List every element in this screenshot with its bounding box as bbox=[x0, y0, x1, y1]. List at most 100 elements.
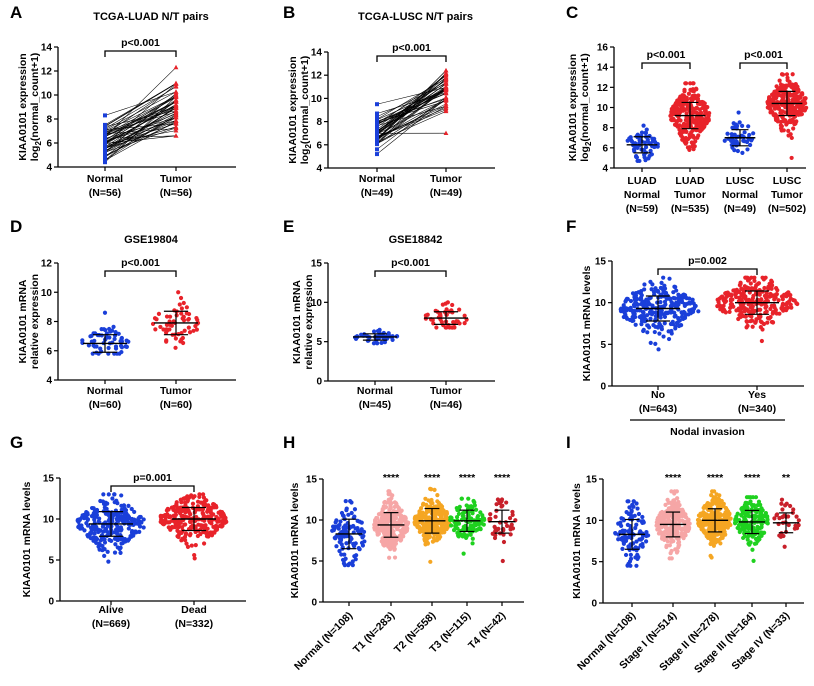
data-point bbox=[724, 515, 729, 520]
pair-line bbox=[104, 120, 177, 151]
data-point bbox=[386, 332, 391, 337]
data-point bbox=[349, 510, 354, 516]
pair-line bbox=[104, 83, 177, 127]
data-point bbox=[708, 553, 713, 558]
data-point bbox=[430, 317, 435, 323]
data-point bbox=[686, 528, 691, 533]
data-point bbox=[710, 540, 715, 546]
data-point bbox=[441, 511, 446, 516]
data-point bbox=[375, 532, 380, 537]
pair-line bbox=[376, 83, 447, 135]
data-point bbox=[632, 304, 637, 309]
data-point bbox=[669, 489, 674, 494]
data-point bbox=[170, 525, 175, 530]
data-point bbox=[446, 322, 451, 328]
data-point bbox=[762, 285, 767, 291]
data-point bbox=[661, 530, 666, 536]
data-point bbox=[98, 346, 103, 351]
group-points bbox=[695, 489, 733, 560]
data-point bbox=[685, 102, 690, 108]
data-point bbox=[457, 504, 462, 509]
data-point bbox=[649, 312, 655, 317]
x-category-label: (N=59) bbox=[626, 203, 658, 215]
panel-letter: D bbox=[10, 217, 22, 236]
data-point bbox=[674, 302, 679, 307]
data-point bbox=[200, 492, 206, 497]
data-point bbox=[468, 523, 473, 528]
normal-point bbox=[103, 158, 107, 163]
data-point bbox=[119, 541, 124, 546]
pair-line bbox=[376, 111, 447, 143]
data-point bbox=[680, 93, 685, 98]
data-point bbox=[91, 506, 96, 511]
data-point bbox=[759, 302, 764, 307]
data-point bbox=[630, 318, 635, 323]
data-point bbox=[375, 516, 380, 521]
data-point bbox=[186, 325, 191, 330]
data-point bbox=[86, 343, 91, 348]
x-axis-label: Nodal invasion bbox=[670, 426, 745, 438]
data-point bbox=[175, 528, 180, 533]
data-point bbox=[789, 83, 794, 88]
data-point bbox=[643, 145, 649, 150]
data-point bbox=[768, 292, 773, 297]
data-point bbox=[215, 518, 220, 523]
data-point bbox=[631, 499, 636, 504]
data-point bbox=[393, 520, 398, 525]
tumor-point bbox=[173, 105, 179, 111]
x-category-label: (N=60) bbox=[89, 399, 121, 411]
data-point bbox=[618, 307, 623, 312]
data-point bbox=[132, 529, 137, 534]
data-point bbox=[794, 514, 799, 519]
data-point bbox=[634, 296, 640, 301]
y-tick-label: 0 bbox=[311, 598, 317, 609]
data-point bbox=[431, 535, 436, 540]
data-point bbox=[727, 521, 732, 526]
data-point bbox=[379, 340, 384, 345]
data-point bbox=[417, 525, 422, 531]
normal-point bbox=[103, 153, 107, 158]
data-point bbox=[414, 515, 420, 520]
data-point bbox=[719, 295, 724, 300]
data-point bbox=[778, 126, 784, 131]
normal-point bbox=[103, 124, 107, 129]
data-point bbox=[668, 303, 673, 309]
data-point bbox=[492, 524, 497, 529]
data-point bbox=[183, 509, 188, 514]
data-point bbox=[348, 499, 353, 504]
data-point bbox=[715, 509, 720, 514]
data-point bbox=[695, 135, 700, 140]
data-point bbox=[759, 506, 764, 511]
data-point bbox=[385, 527, 390, 533]
panel-letter: C bbox=[566, 3, 578, 22]
data-point bbox=[767, 316, 772, 321]
data-point bbox=[380, 515, 385, 520]
data-point bbox=[657, 331, 662, 336]
pair-line bbox=[104, 105, 177, 133]
data-point bbox=[789, 155, 794, 161]
data-point bbox=[687, 525, 692, 530]
pair-line bbox=[104, 115, 177, 160]
data-point bbox=[756, 499, 762, 504]
data-point bbox=[336, 526, 341, 531]
data-point bbox=[676, 499, 681, 505]
data-point bbox=[680, 96, 685, 101]
pair-line bbox=[376, 87, 447, 143]
data-point bbox=[652, 136, 657, 141]
data-point bbox=[423, 496, 428, 501]
data-point bbox=[639, 293, 644, 298]
data-point bbox=[621, 303, 626, 308]
tumor-point bbox=[443, 81, 449, 86]
data-point bbox=[785, 305, 790, 310]
group-points bbox=[733, 495, 770, 563]
data-point bbox=[659, 525, 664, 530]
data-point bbox=[223, 518, 228, 523]
data-point bbox=[785, 300, 790, 306]
data-point bbox=[759, 530, 764, 535]
data-point bbox=[184, 541, 189, 546]
data-point bbox=[680, 137, 685, 142]
panel-E: E GSE18842 0 5 10 15 KIAA0101 mRNA relative exp… bbox=[283, 217, 495, 411]
data-point bbox=[428, 504, 433, 509]
data-point bbox=[787, 118, 793, 123]
